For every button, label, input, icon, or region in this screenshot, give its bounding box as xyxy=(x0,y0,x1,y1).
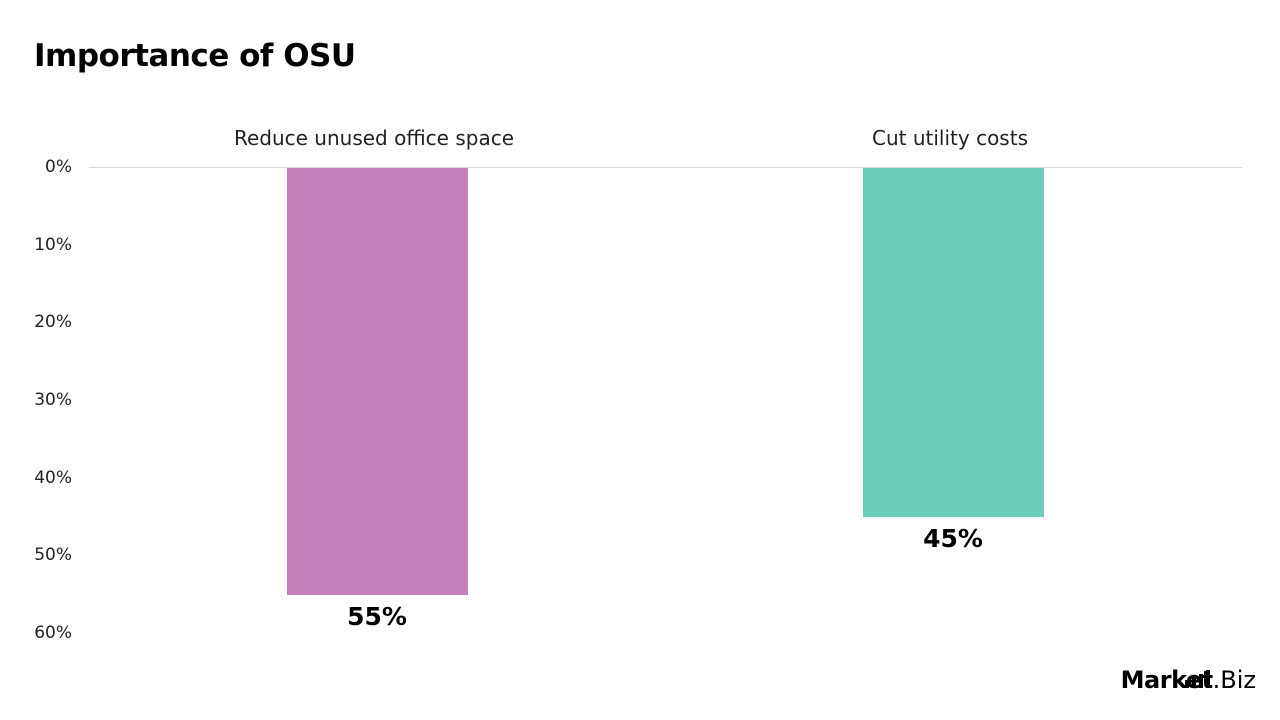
brand-name: Market xyxy=(1120,666,1213,694)
value-label: 45% xyxy=(923,524,983,553)
bar-chart-icon xyxy=(1185,670,1210,688)
bar-cut-utility-costs xyxy=(863,168,1044,517)
y-tick: 50% xyxy=(34,545,72,565)
category-label: Cut utility costs xyxy=(872,126,1028,150)
y-tick: 60% xyxy=(34,623,72,643)
bar-reduce-unused-office-space xyxy=(287,168,468,595)
y-tick: 0% xyxy=(45,157,72,177)
zero-baseline xyxy=(89,167,1242,168)
brand-suffix: .Biz xyxy=(1212,666,1256,694)
y-tick: 20% xyxy=(34,312,72,332)
y-tick: 10% xyxy=(34,235,72,255)
chart-title: Importance of OSU xyxy=(34,38,356,74)
value-label: 55% xyxy=(347,602,407,631)
y-tick: 40% xyxy=(34,468,72,488)
y-tick: 30% xyxy=(34,390,72,410)
category-label: Reduce unused office space xyxy=(233,126,515,150)
